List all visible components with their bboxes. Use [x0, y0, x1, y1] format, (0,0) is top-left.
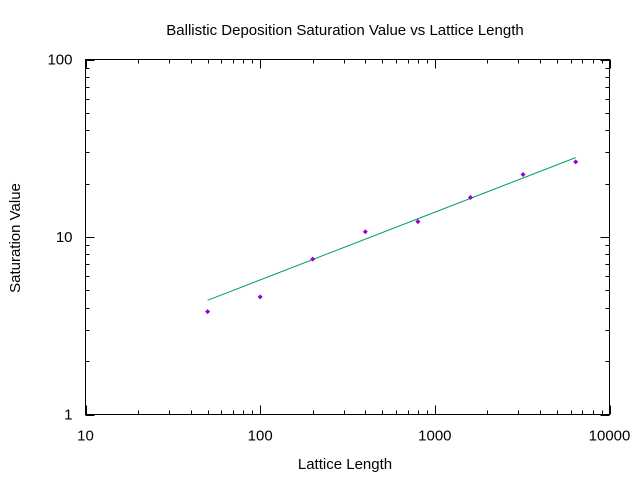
- x-tick-label: 100: [248, 428, 273, 445]
- fit-line: [207, 157, 576, 301]
- series-layer: [205, 157, 579, 315]
- data-point: [257, 294, 263, 300]
- y-tick-label: 10: [56, 229, 73, 246]
- tick-layer: 10 100 1000 10000 1 10 100: [47, 52, 630, 445]
- x-tick-label: 10000: [589, 428, 631, 445]
- data-point: [520, 171, 526, 177]
- chart-title: Ballistic Deposition Saturation Value vs…: [166, 22, 523, 39]
- data-point: [467, 194, 473, 200]
- x-axis-label: Lattice Length: [298, 456, 392, 473]
- x-tick-label: 10: [77, 428, 94, 445]
- x-tick-label: 1000: [418, 428, 451, 445]
- data-point: [415, 219, 421, 225]
- y-axis-label: Saturation Value: [7, 183, 24, 293]
- y-tick-label: 100: [47, 52, 72, 69]
- y-tick-label: 1: [64, 407, 72, 424]
- data-point: [362, 229, 368, 235]
- data-point: [310, 256, 316, 262]
- data-point: [573, 159, 579, 165]
- plot-frame: [85, 59, 610, 415]
- data-point: [205, 309, 211, 315]
